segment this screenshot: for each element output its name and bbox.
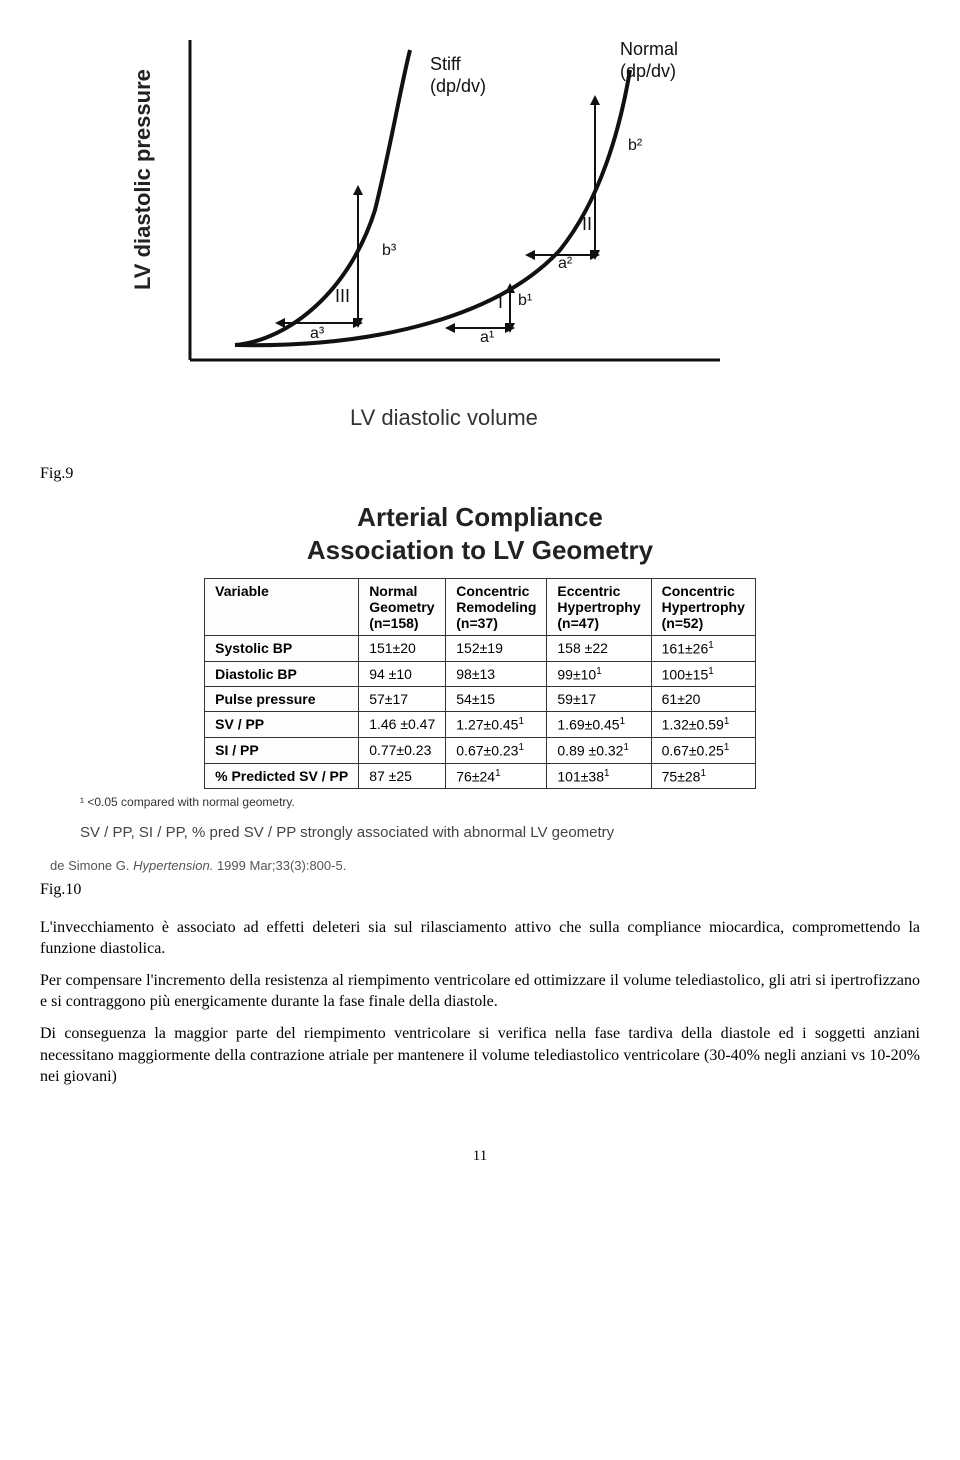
pv-curve-chart: LV diastolic pressure LV diastolic volume… (120, 30, 760, 455)
table-row: % Predicted SV / PP87 ±2576±241101±38175… (205, 763, 756, 789)
table-header: ConcentricHypertrophy(n=52) (651, 579, 755, 636)
citation: de Simone G. Hypertension. 1999 Mar;33(3… (50, 858, 920, 873)
table-cell: 151±20 (359, 636, 446, 662)
fig10-caption: Fig.10 (40, 881, 920, 899)
table-cell: 0.89 ±0.321 (547, 737, 651, 763)
row-label: Pulse pressure (205, 687, 359, 712)
table-cell: 54±15 (446, 687, 547, 712)
row-label: Diastolic BP (205, 661, 359, 687)
table-cell: 100±151 (651, 661, 755, 687)
table-cell: 75±281 (651, 763, 755, 789)
body-paragraph-3: Di conseguenza la maggior parte del riem… (40, 1023, 920, 1088)
svg-text:a²: a² (558, 255, 573, 272)
table-cell: 0.67±0.251 (651, 737, 755, 763)
svg-text:I: I (498, 292, 503, 312)
table-cell: 101±381 (547, 763, 651, 789)
table-cell: 1.46 ±0.47 (359, 712, 446, 738)
table-cell: 0.67±0.231 (446, 737, 547, 763)
table-header: ConcentricRemodeling(n=37) (446, 579, 547, 636)
page-number: 11 (40, 1148, 920, 1165)
body-paragraph-1: L'invecchiamento è associato ad effetti … (40, 917, 920, 960)
table-header: Variable (205, 579, 359, 636)
table-cell: 57±17 (359, 687, 446, 712)
svg-text:LV diastolic volume: LV diastolic volume (350, 405, 538, 430)
svg-text:Stiff: Stiff (430, 54, 462, 74)
fig9-caption: Fig.9 (40, 465, 920, 483)
table-cell: 0.77±0.23 (359, 737, 446, 763)
table-cell: 161±261 (651, 636, 755, 662)
row-label: SI / PP (205, 737, 359, 763)
table-cell: 99±101 (547, 661, 651, 687)
table-cell: 158 ±22 (547, 636, 651, 662)
table-cell: 94 ±10 (359, 661, 446, 687)
citation-journal: Hypertension. (133, 858, 213, 873)
table-cell: 1.32±0.591 (651, 712, 755, 738)
svg-text:a³: a³ (310, 325, 325, 342)
table-cell: 1.69±0.451 (547, 712, 651, 738)
table-cell: 152±19 (446, 636, 547, 662)
pv-curve-svg: LV diastolic pressure LV diastolic volume… (120, 30, 760, 450)
svg-text:b³: b³ (382, 242, 397, 259)
table-cell: 59±17 (547, 687, 651, 712)
table-row: Diastolic BP94 ±1098±1399±101100±151 (205, 661, 756, 687)
compliance-table: VariableNormalGeometry(n=158)ConcentricR… (204, 578, 756, 789)
table-header: EccentricHypertrophy(n=47) (547, 579, 651, 636)
table-row: SV / PP1.46 ±0.471.27±0.4511.69±0.4511.3… (205, 712, 756, 738)
association-sentence: SV / PP, SI / PP, % pred SV / PP strongl… (80, 823, 920, 843)
table-cell: 87 ±25 (359, 763, 446, 789)
table-footnote: ¹ <0.05 compared with normal geometry. (80, 795, 920, 809)
table-cell: 61±20 (651, 687, 755, 712)
svg-text:(dp/dv): (dp/dv) (620, 61, 676, 81)
table-cell: 1.27±0.451 (446, 712, 547, 738)
table-row: Systolic BP151±20152±19158 ±22161±261 (205, 636, 756, 662)
svg-text:III: III (335, 286, 350, 306)
row-label: Systolic BP (205, 636, 359, 662)
svg-text:(dp/dv): (dp/dv) (430, 76, 486, 96)
svg-text:LV diastolic pressure: LV diastolic pressure (130, 69, 155, 290)
table-title-line1: Arterial Compliance (357, 502, 603, 532)
table-cell: 98±13 (446, 661, 547, 687)
body-paragraph-2: Per compensare l'incremento della resist… (40, 970, 920, 1013)
svg-text:Normal: Normal (620, 39, 678, 59)
svg-text:b¹: b¹ (518, 292, 532, 309)
table-row: Pulse pressure57±1754±1559±1761±20 (205, 687, 756, 712)
citation-author: de Simone G. (50, 858, 133, 873)
svg-text:a¹: a¹ (480, 329, 494, 346)
table-cell: 76±241 (446, 763, 547, 789)
svg-text:II: II (582, 214, 592, 234)
table-row: SI / PP0.77±0.230.67±0.2310.89 ±0.3210.6… (205, 737, 756, 763)
citation-tail: 1999 Mar;33(3):800-5. (217, 858, 346, 873)
svg-text:b²: b² (628, 137, 643, 154)
row-label: SV / PP (205, 712, 359, 738)
row-label: % Predicted SV / PP (205, 763, 359, 789)
table-header: NormalGeometry(n=158) (359, 579, 446, 636)
table-title: Arterial Compliance Association to LV Ge… (40, 501, 920, 566)
table-title-line2: Association to LV Geometry (307, 535, 653, 565)
